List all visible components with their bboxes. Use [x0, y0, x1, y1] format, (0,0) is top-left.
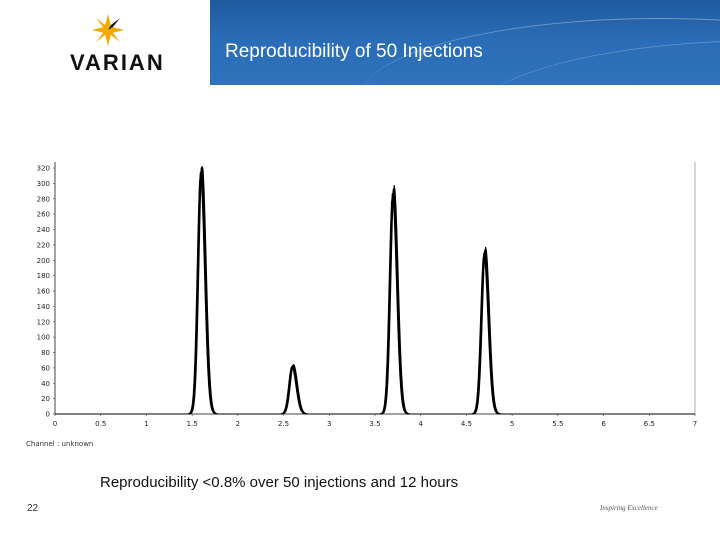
- x-tick-label: 6.5: [644, 420, 655, 428]
- chart-note: Channel : unknown: [26, 440, 94, 448]
- chromatogram-chart: 0204060801001201401601802002202402602803…: [37, 162, 698, 429]
- y-tick-label: 140: [37, 303, 50, 311]
- y-tick-label: 220: [37, 241, 50, 249]
- x-tick-label: 5: [510, 420, 514, 428]
- y-tick-label: 80: [41, 349, 50, 357]
- y-tick-label: 240: [37, 226, 50, 234]
- chart-ticks: 0204060801001201401601802002202402602803…: [37, 165, 698, 429]
- footer-logo: Inspiring Excellence: [600, 504, 658, 512]
- x-tick-label: 0.5: [95, 420, 106, 428]
- x-tick-label: 0: [53, 420, 57, 428]
- y-tick-label: 320: [37, 165, 50, 173]
- x-tick-label: 2.5: [278, 420, 289, 428]
- x-tick-label: 4: [418, 420, 423, 428]
- chart-axes: [54, 162, 696, 415]
- logo-text: VARIAN: [70, 50, 165, 75]
- logo-area: VARIAN: [0, 0, 210, 85]
- x-tick-label: 7: [693, 420, 697, 428]
- injection-trace: [55, 171, 695, 415]
- chart-traces: [55, 166, 695, 415]
- y-tick-label: 120: [37, 318, 50, 326]
- y-tick-label: 20: [41, 395, 50, 403]
- x-tick-label: 1.5: [187, 420, 198, 428]
- y-tick-label: 200: [37, 257, 50, 265]
- y-tick-label: 100: [37, 334, 50, 342]
- y-tick-label: 280: [37, 195, 50, 203]
- varian-logo-icon: [92, 14, 124, 46]
- x-tick-label: 6: [601, 420, 606, 428]
- injection-trace: [55, 172, 695, 415]
- y-tick-label: 180: [37, 272, 50, 280]
- y-tick-label: 300: [37, 180, 50, 188]
- injection-trace: [55, 169, 695, 415]
- x-tick-label: 2: [236, 420, 240, 428]
- y-tick-label: 260: [37, 211, 50, 219]
- x-tick-label: 3.5: [369, 420, 380, 428]
- x-tick-label: 3: [327, 420, 331, 428]
- injection-trace: [55, 166, 695, 415]
- injection-trace: [55, 167, 695, 415]
- y-tick-label: 160: [37, 288, 50, 296]
- y-tick-label: 60: [41, 364, 50, 372]
- y-tick-label: 40: [41, 380, 50, 388]
- slide-number: 22: [27, 503, 39, 514]
- x-tick-label: 4.5: [461, 420, 472, 428]
- x-tick-label: 5.5: [552, 420, 563, 428]
- x-tick-label: 1: [144, 420, 148, 428]
- slide-title: Reproducibility of 50 Injections: [225, 41, 483, 62]
- injection-trace: [55, 166, 695, 415]
- y-tick-label: 0: [46, 411, 50, 419]
- header-band: [210, 0, 720, 85]
- slide-caption: Reproducibility <0.8% over 50 injections…: [100, 474, 459, 491]
